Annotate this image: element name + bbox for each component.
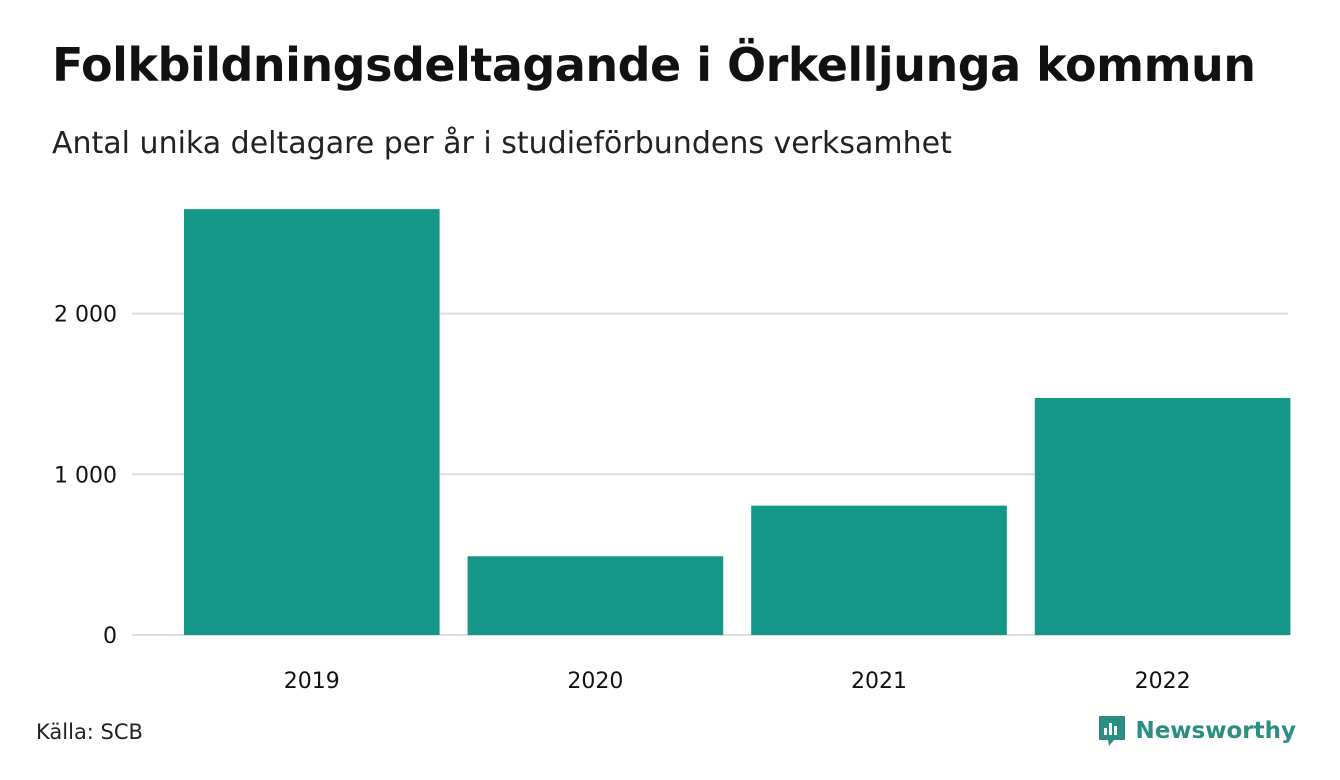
bar-2021 xyxy=(751,505,1007,635)
newsworthy-logo-icon xyxy=(1099,716,1126,746)
y-tick-label: 1 000 xyxy=(54,463,117,488)
chart-subtitle: Antal unika deltagare per år i studieför… xyxy=(52,126,952,161)
x-tick-label: 2019 xyxy=(284,669,340,694)
x-tick-label: 2022 xyxy=(1135,669,1191,694)
chart-title: Folkbildningsdeltagande i Örkelljunga ko… xyxy=(52,38,1256,92)
source-note: Källa: SCB xyxy=(36,720,143,744)
y-axis-ticks: 0 1 000 2 000 xyxy=(54,303,117,649)
brand-name: Newsworthy xyxy=(1135,718,1296,744)
y-tick-label: 2 000 xyxy=(54,303,117,328)
bars xyxy=(184,209,1291,635)
x-tick-label: 2020 xyxy=(567,669,623,694)
x-tick-label: 2021 xyxy=(851,669,907,694)
bar-2022 xyxy=(1034,397,1291,635)
brand-logo: Newsworthy xyxy=(1097,714,1296,748)
bar-2020 xyxy=(467,556,724,635)
bar-2019 xyxy=(184,209,440,635)
x-axis-ticks: 2019 2020 2021 2022 xyxy=(284,669,1191,694)
y-tick-label: 0 xyxy=(103,624,117,649)
